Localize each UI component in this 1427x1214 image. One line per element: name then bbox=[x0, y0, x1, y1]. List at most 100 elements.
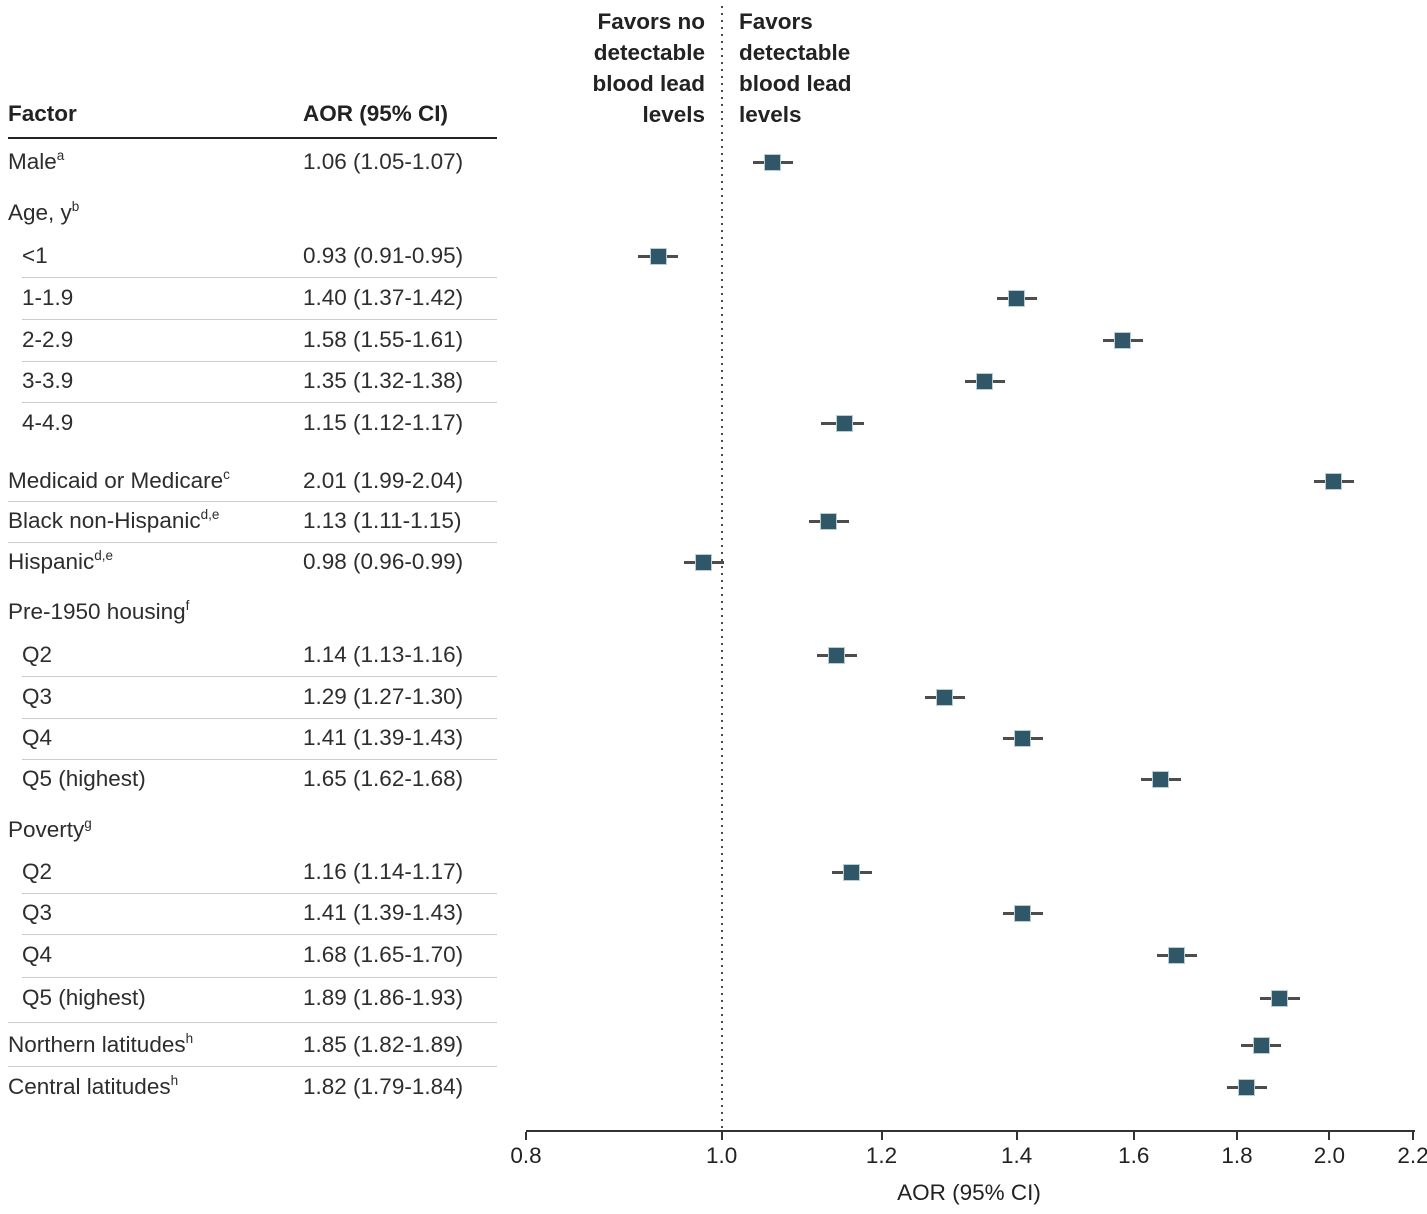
aor-value: 1.41 (1.39-1.43) bbox=[303, 725, 464, 750]
row-separator bbox=[22, 718, 497, 719]
aor-value: 0.93 (0.91-0.95) bbox=[303, 243, 464, 268]
factor-label: Malea bbox=[8, 147, 65, 174]
x-axis-tick-label: 1.6 bbox=[1118, 1143, 1150, 1168]
factor-label: Q5 (highest) bbox=[22, 985, 146, 1010]
group-header-label: Pre-1950 housingf bbox=[8, 597, 190, 624]
x-axis-tick bbox=[1412, 1132, 1414, 1140]
factor-label: Hispanicd,e bbox=[8, 547, 114, 574]
aor-value: 1.82 (1.79-1.84) bbox=[303, 1074, 464, 1099]
aor-value: 1.41 (1.39-1.43) bbox=[303, 900, 464, 925]
factor-column-header: Factor bbox=[8, 101, 77, 126]
aor-value: 1.13 (1.11-1.15) bbox=[303, 508, 462, 533]
row-separator bbox=[22, 977, 497, 978]
table-header-rule bbox=[8, 137, 497, 139]
group-header-label: Age, yb bbox=[8, 198, 80, 225]
aor-value: 1.35 (1.32-1.38) bbox=[303, 368, 464, 393]
favors-left-line: levels bbox=[642, 102, 705, 127]
aor-value: 1.65 (1.62-1.68) bbox=[303, 766, 464, 791]
favors-left-annotation: Favors no detectable blood lead levels bbox=[593, 6, 706, 130]
estimate-marker bbox=[649, 247, 667, 265]
estimate-marker bbox=[1152, 770, 1170, 788]
x-axis-tick-label: 1.4 bbox=[1001, 1143, 1033, 1168]
favors-right-line: levels bbox=[739, 102, 802, 127]
factor-label: Q5 (highest) bbox=[22, 766, 146, 791]
aor-value: 1.16 (1.14-1.17) bbox=[303, 859, 464, 884]
estimate-marker bbox=[1271, 989, 1289, 1007]
row-separator bbox=[22, 361, 497, 362]
factor-label: 2-2.9 bbox=[22, 327, 74, 352]
row-separator bbox=[22, 759, 497, 760]
factor-label: Q4 bbox=[22, 725, 53, 750]
reference-line bbox=[720, 6, 723, 1130]
x-axis-tick bbox=[720, 1132, 723, 1140]
row-separator bbox=[22, 319, 497, 320]
estimate-marker bbox=[936, 688, 954, 706]
factor-label: Q3 bbox=[22, 900, 53, 925]
x-axis-tick bbox=[1328, 1132, 1331, 1140]
row-separator bbox=[22, 893, 497, 894]
group-header-label: Povertyg bbox=[8, 815, 92, 842]
row-separator bbox=[22, 402, 497, 403]
row-separator bbox=[22, 934, 497, 935]
favors-right-line: Favors bbox=[739, 9, 813, 34]
favors-right-line: blood lead bbox=[739, 71, 852, 96]
aor-column-header: AOR (95% CI) bbox=[303, 101, 449, 126]
factor-label: 1-1.9 bbox=[22, 285, 74, 310]
estimate-marker bbox=[695, 553, 713, 571]
x-axis-tick bbox=[1015, 1132, 1018, 1140]
x-axis-tick-label: 0.8 bbox=[510, 1143, 542, 1168]
favors-right-line: detectable bbox=[739, 40, 851, 65]
favors-left-line: detectable bbox=[593, 40, 705, 65]
factor-label: 3-3.9 bbox=[22, 368, 74, 393]
estimate-marker bbox=[1114, 331, 1132, 349]
estimate-marker bbox=[1252, 1036, 1270, 1054]
favors-left-line: Favors no bbox=[597, 9, 705, 34]
x-axis-title: AOR (95% CI) bbox=[897, 1180, 1041, 1205]
factor-label: Q3 bbox=[22, 684, 53, 709]
factor-label: Black non-Hispanicd,e bbox=[8, 506, 220, 533]
estimate-marker bbox=[1168, 946, 1186, 964]
x-axis-tick-label: 2.2 bbox=[1397, 1143, 1427, 1168]
estimate-marker bbox=[1014, 904, 1032, 922]
factor-label: Q4 bbox=[22, 942, 53, 967]
aor-value: 1.15 (1.12-1.17) bbox=[303, 410, 464, 435]
favors-left-line: blood lead bbox=[592, 71, 706, 96]
estimate-marker bbox=[1325, 472, 1343, 490]
factor-label: Medicaid or Medicarec bbox=[8, 466, 230, 493]
estimate-marker bbox=[764, 153, 782, 171]
estimate-marker bbox=[1238, 1078, 1256, 1096]
row-separator bbox=[8, 1022, 497, 1023]
x-axis-line bbox=[526, 1130, 1415, 1132]
favors-right-annotation: Favors detectable blood lead levels bbox=[739, 6, 852, 130]
row-separator bbox=[22, 277, 497, 278]
estimate-marker bbox=[976, 372, 994, 390]
estimate-marker bbox=[828, 646, 846, 664]
row-separator bbox=[22, 676, 497, 677]
aor-value: 1.06 (1.05-1.07) bbox=[303, 149, 464, 174]
aor-value: 1.85 (1.82-1.89) bbox=[303, 1032, 464, 1057]
row-separator bbox=[8, 1066, 497, 1067]
estimate-marker bbox=[835, 414, 853, 432]
estimate-marker bbox=[820, 512, 838, 530]
estimate-marker bbox=[843, 863, 861, 881]
x-axis-tick bbox=[1132, 1132, 1135, 1140]
x-axis-tick bbox=[1236, 1132, 1239, 1140]
x-axis-tick-label: 1.2 bbox=[865, 1143, 898, 1168]
factor-label: Central latitudesh bbox=[8, 1072, 179, 1099]
aor-value: 1.89 (1.86-1.93) bbox=[303, 985, 464, 1010]
aor-value: 1.29 (1.27-1.30) bbox=[303, 684, 464, 709]
x-axis-tick-label: 2.0 bbox=[1313, 1143, 1346, 1168]
factor-label: <1 bbox=[22, 243, 48, 268]
x-axis-tick bbox=[525, 1132, 527, 1140]
aor-value: 1.40 (1.37-1.42) bbox=[303, 285, 464, 310]
factor-label: Q2 bbox=[22, 642, 53, 667]
x-axis-tick-label: 1.0 bbox=[706, 1143, 738, 1168]
factor-label: Q2 bbox=[22, 859, 53, 884]
x-axis-tick-label: 1.8 bbox=[1221, 1143, 1253, 1168]
factor-label: 4-4.9 bbox=[22, 410, 74, 435]
aor-value: 1.14 (1.13-1.16) bbox=[303, 642, 464, 667]
estimate-marker bbox=[1008, 289, 1026, 307]
row-separator bbox=[8, 542, 497, 543]
aor-value: 1.58 (1.55-1.61) bbox=[303, 327, 464, 352]
